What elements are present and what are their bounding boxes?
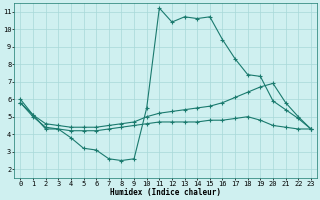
X-axis label: Humidex (Indice chaleur): Humidex (Indice chaleur)	[110, 188, 221, 197]
